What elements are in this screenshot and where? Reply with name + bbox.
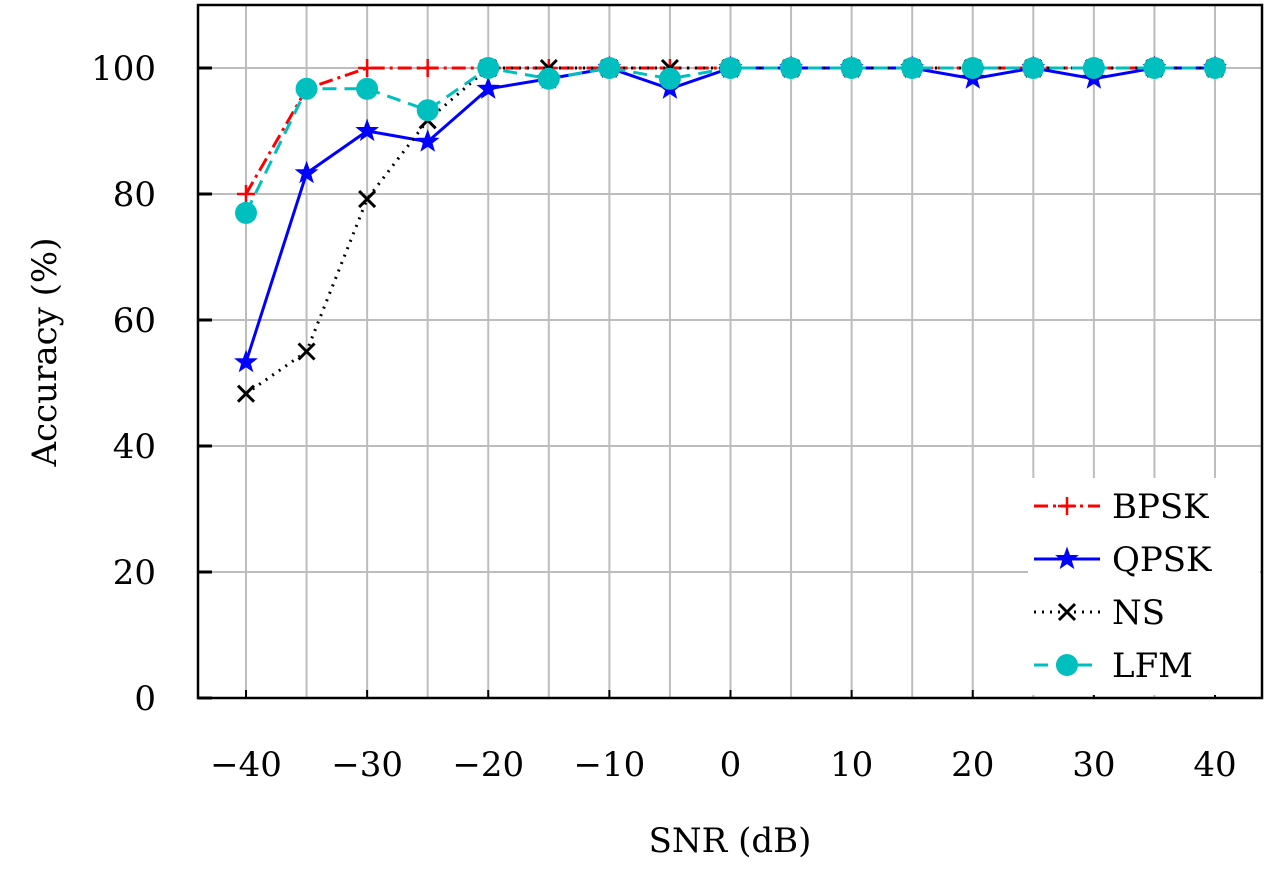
data-point	[236, 384, 256, 403]
x-tick-label: −30	[331, 745, 403, 785]
legend-label: BPSK	[1112, 487, 1209, 527]
x-tick-label: −20	[452, 745, 524, 785]
data-point	[840, 57, 863, 79]
data-point	[297, 342, 316, 361]
data-point	[237, 185, 255, 203]
data-point	[961, 57, 984, 79]
data-point	[1022, 57, 1045, 79]
y-tick-label: 80	[113, 175, 156, 215]
data-point	[415, 129, 440, 152]
x-tick-label: 0	[720, 745, 742, 785]
legend-label: QPSK	[1112, 540, 1212, 580]
y-axis-label: Accuracy (%)	[25, 238, 65, 468]
x-tick-label: 20	[951, 745, 994, 785]
data-point	[358, 189, 377, 209]
x-tick-label: −40	[210, 745, 282, 785]
data-point	[416, 99, 439, 122]
data-point	[295, 77, 318, 100]
legend-marker	[1057, 602, 1077, 622]
data-point	[358, 59, 377, 77]
data-point	[356, 77, 379, 100]
data-point	[537, 67, 560, 90]
legend-label: LFM	[1112, 646, 1193, 686]
legend: BPSK QPSK NS LFM	[1028, 478, 1260, 695]
legend-marker	[1056, 654, 1078, 676]
x-tick-label: 10	[830, 745, 873, 785]
data-point	[355, 118, 380, 142]
data-point	[294, 160, 319, 184]
data-point	[780, 57, 803, 79]
data-point	[719, 57, 742, 79]
data-point	[1082, 57, 1105, 79]
series-group	[234, 55, 1227, 403]
ticks: −40 −30 −20 −10 0 10 20 30 40 0 20 40 60 80 100	[91, 49, 1237, 785]
data-point	[598, 57, 621, 79]
y-tick-label: 0	[134, 679, 156, 719]
legend-entry-qpsk: QPSK	[1034, 540, 1212, 580]
data-point	[235, 201, 257, 224]
series-line	[245, 66, 1215, 395]
legend-entry-bpsk: BPSK	[1034, 487, 1209, 527]
data-point	[1204, 57, 1226, 79]
y-tick-label: 40	[113, 427, 156, 467]
y-tick-label: 60	[113, 301, 156, 341]
data-point	[234, 349, 258, 373]
legend-label: NS	[1112, 593, 1165, 633]
data-point	[418, 59, 437, 77]
x-tick-label: 30	[1072, 745, 1115, 785]
legend-entry-lfm: LFM	[1034, 646, 1193, 686]
data-point	[901, 57, 924, 79]
data-point	[1143, 57, 1166, 79]
legend-marker	[1058, 497, 1076, 515]
x-tick-label: −10	[573, 745, 645, 785]
x-axis-label: SNR (dB)	[649, 821, 812, 861]
legend-entry-ns: NS	[1034, 593, 1165, 633]
data-point	[477, 57, 500, 79]
data-point	[476, 76, 501, 99]
data-point	[658, 67, 681, 90]
x-tick-label: 40	[1193, 745, 1236, 785]
series-lfm	[235, 57, 1226, 224]
legend-marker	[1055, 546, 1079, 570]
y-tick-label: 100	[91, 49, 156, 89]
y-tick-label: 20	[113, 553, 156, 593]
